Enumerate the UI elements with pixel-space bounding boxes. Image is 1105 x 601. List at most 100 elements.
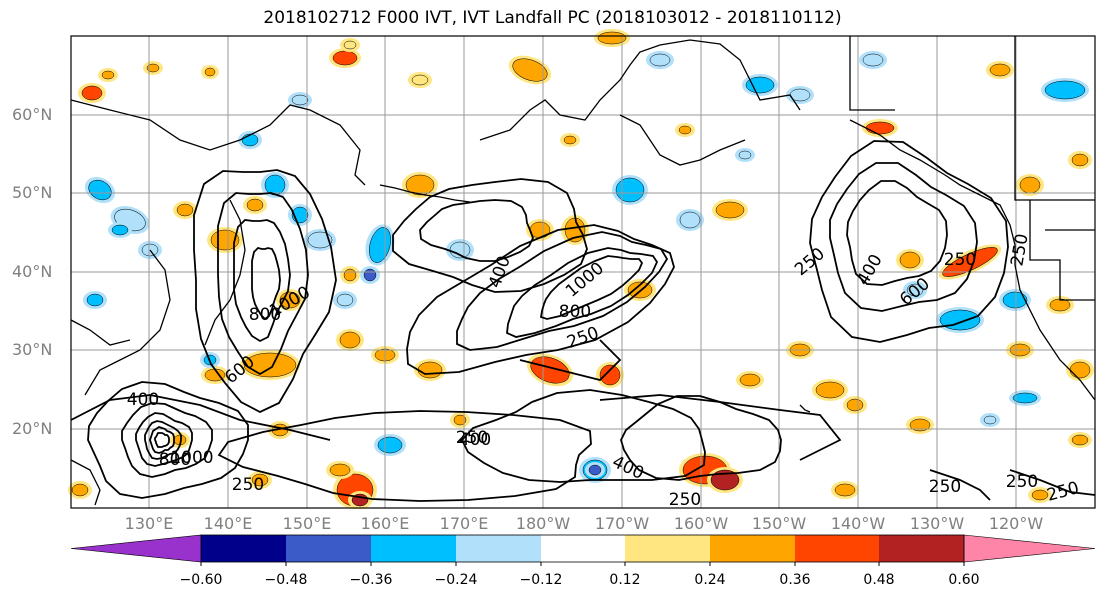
contour-label: 250 xyxy=(1006,472,1038,492)
ivt-contour xyxy=(87,381,249,499)
pc-shading-blob xyxy=(862,53,884,67)
ivt-contour xyxy=(519,339,622,381)
coastline xyxy=(619,114,746,166)
ivt-contour xyxy=(929,469,991,501)
ivt-contour xyxy=(419,199,534,262)
colorbar-tick-label: 0.48 xyxy=(863,572,895,588)
coastlines xyxy=(70,36,1096,506)
pc-shading-blob xyxy=(834,483,856,497)
coastline xyxy=(479,39,801,141)
pc-shading-blob xyxy=(146,63,160,73)
pc-shading-blob xyxy=(1002,291,1028,309)
coastline xyxy=(70,459,101,506)
longitude-label: 150°W xyxy=(751,514,807,533)
longitude-label: 150°E xyxy=(282,514,332,533)
ivt-contour xyxy=(233,219,291,343)
colorbar-tick-label: 0.12 xyxy=(609,572,641,588)
colorbar-segment xyxy=(541,535,625,562)
pc-shading-blob xyxy=(649,53,671,67)
ivt-contour xyxy=(599,394,842,461)
pc-shading-blob xyxy=(336,293,354,307)
contour-label: 1000 xyxy=(170,448,213,468)
ivt-contour xyxy=(406,224,675,375)
ivt-contour xyxy=(809,140,1009,343)
longitude-label: 140°W xyxy=(830,514,886,533)
pc-shading-blob xyxy=(204,67,216,77)
colorbar-tick-label: −0.36 xyxy=(349,572,393,588)
ivt-contour xyxy=(539,255,644,320)
colorbar-arrow-right xyxy=(963,534,1096,563)
pc-shading-blob xyxy=(989,63,1011,77)
latitude-label: 50°N xyxy=(12,183,53,202)
colorbar-segment xyxy=(201,535,286,562)
ivt-contour xyxy=(829,162,978,312)
pc-shading-blob xyxy=(86,293,104,307)
pc-shading-blob xyxy=(411,74,429,86)
longitude-label: 130°E xyxy=(124,514,174,533)
ivt-contour xyxy=(70,394,331,441)
pc-shading-blob xyxy=(597,31,627,45)
contour-label: 250 xyxy=(669,490,701,510)
colorbar-segment xyxy=(625,535,710,562)
ivt-contour xyxy=(193,169,337,414)
colorbar-segment xyxy=(795,535,879,562)
pc-shading-blob xyxy=(246,198,264,212)
pc-shading-blob xyxy=(710,469,740,491)
longitude-label: 170°E xyxy=(439,514,489,533)
coastline xyxy=(1014,36,1095,201)
pc-shading-blob xyxy=(599,364,621,386)
colorbar-segment xyxy=(879,535,964,562)
ivt-contour xyxy=(144,420,182,460)
pc-shading-blob xyxy=(1031,489,1049,501)
colorbar-tick-label: 0.36 xyxy=(779,572,811,588)
colorbar-segment xyxy=(371,535,456,562)
contour-label: 400 xyxy=(459,430,491,450)
colorbar-tick-label: −0.48 xyxy=(264,572,308,588)
coastline xyxy=(70,319,131,346)
pc-shading-blob xyxy=(405,174,435,196)
contour-label: 400 xyxy=(127,390,159,410)
colorbar-segment xyxy=(710,535,795,562)
pc-shading-blob xyxy=(909,418,931,432)
contour-label: 800 xyxy=(559,302,591,322)
contour-label: 250 xyxy=(232,475,264,495)
pc-shading-blob xyxy=(739,373,761,387)
longitude-label: 130°W xyxy=(909,514,965,533)
colorbar-tick-label: −0.60 xyxy=(179,572,223,588)
pc-shading-blob xyxy=(942,247,998,277)
latitude-label: 20°N xyxy=(12,419,53,438)
ivt-contour xyxy=(121,402,213,478)
colorbar-tick-label: −0.12 xyxy=(519,572,563,588)
pc-shading-blob xyxy=(176,203,194,217)
colorbar-tick-label: 0.24 xyxy=(694,572,726,588)
coastline xyxy=(70,99,366,186)
pc-shading-blob xyxy=(88,179,112,201)
ivt-contour xyxy=(620,395,782,481)
pc-shading-blob xyxy=(983,415,997,425)
pc-shading-blob xyxy=(251,473,269,487)
pc-shading-blob xyxy=(329,463,351,477)
ivt-contour xyxy=(456,231,669,351)
ivt-contours xyxy=(70,140,1096,502)
contour-label: 250 xyxy=(456,428,488,448)
ivt-contour xyxy=(460,389,706,483)
pc-shading-blob xyxy=(1012,392,1038,404)
ivt-contour xyxy=(846,180,948,286)
pc-shading-blob xyxy=(339,331,361,349)
colorbar-segment xyxy=(456,535,541,562)
colorbar-segment xyxy=(286,535,371,562)
pc-shading-blob xyxy=(71,483,89,497)
ivt-contour xyxy=(135,412,193,467)
coastline xyxy=(379,184,471,203)
ivt-contour xyxy=(392,178,588,293)
pc-shading-blob xyxy=(343,40,357,50)
coastline xyxy=(1029,200,1095,301)
pc-shading-blob xyxy=(243,352,297,378)
pc-shading-blob xyxy=(846,398,864,412)
ivt-contour xyxy=(1009,469,1096,496)
pc-shading-blob xyxy=(563,135,577,145)
pc-shading-blob xyxy=(81,85,103,101)
coastline xyxy=(849,119,1096,401)
pc-shading-blob xyxy=(453,414,467,426)
